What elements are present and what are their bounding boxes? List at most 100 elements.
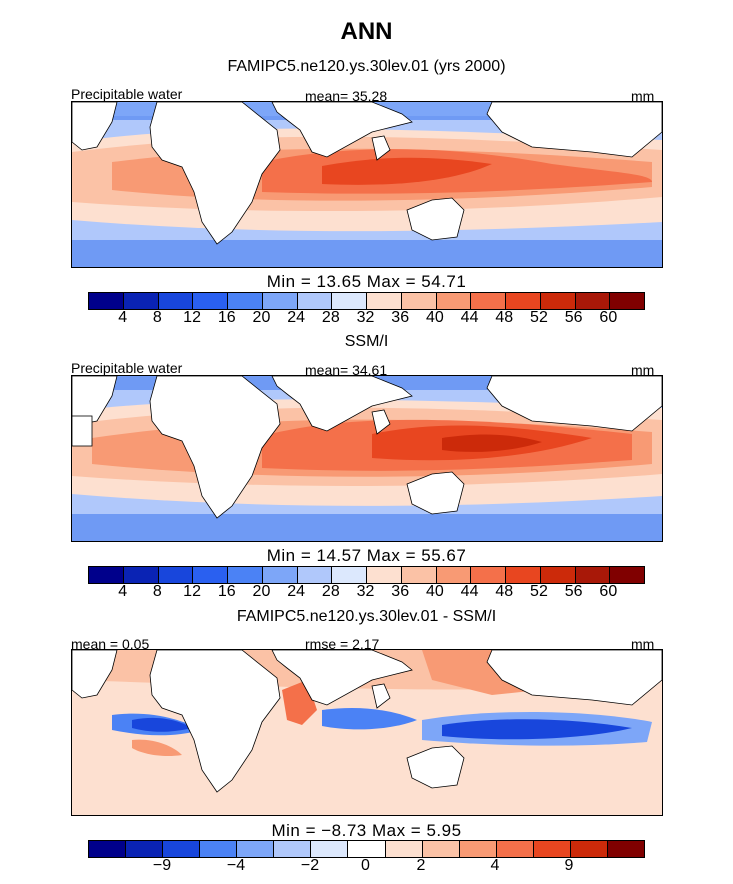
- colorbar-tick-label: −4: [226, 857, 246, 874]
- panel-2-variable-label: Precipitable water: [71, 360, 183, 376]
- colorbar-tick-label: 8: [152, 309, 162, 326]
- colorbar-swatch: [126, 841, 164, 857]
- colorbar-swatch: [262, 567, 298, 583]
- colorbar-swatch: [610, 567, 644, 583]
- colorbar-swatch: [385, 841, 423, 857]
- colorbar-tick-label: 56: [564, 583, 583, 600]
- colorbar-swatch: [332, 567, 367, 583]
- colorbar-tick-label: 20: [252, 583, 271, 600]
- colorbar-swatch: [575, 293, 611, 309]
- colorbar-tick-label: 32: [356, 583, 375, 600]
- panel-1-colorbar-ticks: 4 8 12 16 20 24 28 32 36 40 44 48 52 56 60: [88, 309, 645, 329]
- panel-3-colorbar-ticks: −9 −4 −2 0 2 4 9: [88, 857, 645, 877]
- colorbar-tick-label: 4: [118, 583, 128, 600]
- colorbar-swatch: [228, 293, 263, 309]
- colorbar-swatch: [237, 841, 275, 857]
- colorbar-swatch: [311, 841, 349, 857]
- panel-3-mean-label: mean = 0.05: [71, 636, 150, 652]
- colorbar-tick-label: 4: [490, 857, 500, 874]
- colorbar-swatch: [262, 293, 298, 309]
- colorbar-swatch: [89, 567, 124, 583]
- colorbar-tick-label: 9: [564, 857, 574, 874]
- colorbar-tick-label: 16: [217, 583, 236, 600]
- colorbar-swatch: [89, 293, 124, 309]
- colorbar-swatch: [228, 567, 263, 583]
- panel-1-minmax: Min = 13.65 Max = 54.71: [266, 272, 467, 291]
- colorbar-tick-label: 4: [118, 309, 128, 326]
- colorbar-swatch: [422, 841, 460, 857]
- colorbar-swatch: [471, 293, 506, 309]
- figure-title: ANN: [340, 18, 393, 45]
- colorbar-swatch: [193, 567, 228, 583]
- colorbar-swatch: [200, 841, 238, 857]
- panel-1-mean-label: mean= 35.28: [305, 88, 388, 104]
- colorbar-swatch: [570, 841, 608, 857]
- panel-2-colorbar: [88, 566, 645, 584]
- panel-3-colorbar: [88, 840, 645, 858]
- colorbar-swatch: [401, 293, 437, 309]
- colorbar-swatch: [274, 841, 312, 857]
- colorbar-tick-label: 32: [356, 309, 375, 326]
- panel-3-rmse-label: rmse = 2.17: [305, 636, 380, 652]
- colorbar-swatch: [459, 841, 497, 857]
- colorbar-tick-label: 24: [287, 583, 306, 600]
- panel-3-minmax: Min = −8.73 Max = 5.95: [271, 821, 462, 840]
- panel-1-variable-label: Precipitable water: [71, 86, 183, 102]
- colorbar-tick-label: 8: [152, 583, 162, 600]
- colorbar-swatch: [193, 293, 228, 309]
- colorbar-swatch: [158, 293, 194, 309]
- colorbar-swatch: [506, 567, 541, 583]
- colorbar-tick-label: 20: [252, 309, 271, 326]
- colorbar-tick-label: 12: [183, 583, 201, 600]
- colorbar-tick-label: 60: [599, 583, 618, 600]
- colorbar-swatch: [158, 567, 194, 583]
- colorbar-swatch: [348, 841, 386, 857]
- panel-1-colorbar: [88, 292, 645, 310]
- colorbar-tick-label: 2: [416, 857, 426, 874]
- colorbar-tick-label: 24: [287, 309, 306, 326]
- colorbar-tick-label: 36: [391, 583, 410, 600]
- colorbar-swatch: [610, 293, 644, 309]
- colorbar-swatch: [533, 841, 571, 857]
- panel-2-colorbar-ticks: 4 8 12 16 20 24 28 32 36 40 44 48 52 56 60: [88, 583, 645, 603]
- colorbar-swatch: [367, 293, 402, 309]
- panel-1-subtitle: FAMIPC5.ne120.ys.30lev.01 (yrs 2000): [227, 58, 506, 75]
- colorbar-tick-label: 40: [425, 583, 444, 600]
- colorbar-tick-label: 48: [495, 583, 514, 600]
- colorbar-tick-label: 44: [460, 583, 479, 600]
- colorbar-swatch: [575, 567, 611, 583]
- colorbar-tick-label: 52: [530, 309, 548, 326]
- panel-2-map: [71, 375, 663, 542]
- colorbar-swatch: [332, 293, 367, 309]
- colorbar-swatch: [123, 293, 159, 309]
- colorbar-swatch: [607, 841, 644, 857]
- colorbar-tick-label: 56: [564, 309, 583, 326]
- panel-3-map: [71, 649, 663, 816]
- colorbar-swatch: [89, 841, 127, 857]
- colorbar-tick-label: 60: [599, 309, 618, 326]
- colorbar-swatch: [436, 293, 472, 309]
- panel-3-subtitle: FAMIPC5.ne120.ys.30lev.01 - SSM/I: [236, 608, 497, 625]
- colorbar-swatch: [297, 567, 333, 583]
- colorbar-swatch: [367, 567, 402, 583]
- panel-2-mean-label: mean= 34.61: [305, 362, 388, 378]
- colorbar-swatch: [297, 293, 333, 309]
- panel-1-map: [71, 101, 663, 268]
- colorbar-tick-label: 40: [425, 309, 444, 326]
- colorbar-swatch: [163, 841, 201, 857]
- colorbar-swatch: [540, 567, 576, 583]
- colorbar-tick-label: −2: [300, 857, 320, 874]
- colorbar-swatch: [401, 567, 437, 583]
- colorbar-swatch: [540, 293, 576, 309]
- colorbar-swatch: [506, 293, 541, 309]
- colorbar-tick-label: −9: [152, 857, 172, 874]
- panel-2-minmax: Min = 14.57 Max = 55.67: [266, 546, 467, 565]
- colorbar-tick-label: 44: [460, 309, 479, 326]
- panel-1-units-label: mm: [631, 88, 655, 104]
- colorbar-tick-label: 28: [321, 309, 340, 326]
- colorbar-tick-label: 0: [361, 857, 370, 874]
- colorbar-tick-label: 12: [183, 309, 201, 326]
- colorbar-tick-label: 52: [530, 583, 548, 600]
- colorbar-swatch: [436, 567, 472, 583]
- colorbar-swatch: [496, 841, 534, 857]
